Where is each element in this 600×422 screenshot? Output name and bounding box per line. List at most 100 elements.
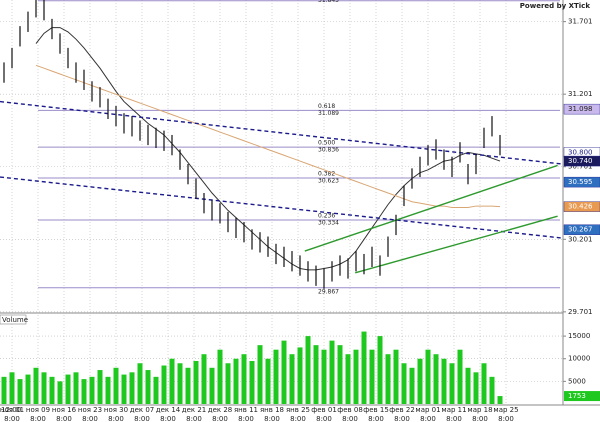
y-tick-label: 29.701 (568, 308, 593, 316)
x-time-label: 8:00 (186, 415, 202, 422)
volume-bar (73, 372, 79, 404)
volume-bar (465, 367, 471, 404)
volume-bar (385, 354, 391, 404)
volume-bar (105, 376, 111, 404)
volume-bar (129, 372, 135, 404)
volume-bar (273, 349, 279, 404)
volume-bar (433, 354, 439, 404)
volume-bar (185, 367, 191, 404)
price-marker-box (563, 103, 600, 115)
volume-bar (321, 349, 327, 404)
price-marker-box (563, 224, 600, 235)
volume-bar (41, 372, 47, 404)
fib-ratio: 0.382 (318, 171, 335, 178)
volume-bar (417, 358, 423, 404)
volume-bar (313, 345, 319, 404)
volume-bar (25, 374, 31, 404)
y-tick-label: 10000 (568, 355, 590, 363)
fib-price: 30.623 (318, 178, 339, 185)
x-tick-label: дек 21 (182, 406, 207, 414)
x-tick-label: ноя 16 (52, 406, 77, 414)
fib-ratio: 0.236 (318, 212, 335, 219)
volume-bar (409, 367, 415, 404)
x-tick-label: дек 28 (208, 406, 233, 414)
fib-ratio: 0.500 (318, 140, 335, 147)
volume-bar (9, 372, 15, 404)
volume-bar (169, 358, 175, 404)
volume-bar (1, 376, 7, 404)
x-time-label: 8:00 (108, 415, 124, 422)
x-tick-label: янв 11 (234, 406, 258, 414)
x-time-label: 8:00 (160, 415, 176, 422)
volume-bar (81, 379, 87, 404)
volume-bar (65, 374, 71, 404)
x-time-label: 8:00 (264, 415, 280, 422)
volume-bar (145, 370, 151, 404)
price-marker-box (563, 155, 600, 167)
volume-bar (161, 365, 167, 404)
x-time-label: 8:00 (446, 415, 462, 422)
price-marker-label: 30.800 (568, 148, 593, 156)
x-tick-label: мар 01 (415, 406, 440, 414)
x-time-label: 8:00 (498, 415, 514, 422)
x-tick-label: фев 15 (363, 406, 389, 414)
volume-bar (265, 358, 271, 404)
price-marker-box (563, 201, 600, 212)
trend-line (304, 164, 558, 252)
fib-price: 31.845 (318, 0, 339, 4)
volume-bar (217, 349, 223, 404)
x-time-label: 8:00 (316, 415, 332, 422)
x-time-label: 8:00 (4, 415, 20, 422)
volume-bar (305, 336, 311, 404)
volume-bar (281, 340, 287, 404)
x-tick-label: фев 01 (311, 406, 337, 414)
fib-price: 31.089 (318, 110, 339, 117)
volume-bar (97, 370, 103, 404)
trend-line (355, 215, 558, 274)
moving-average (35, 64, 501, 209)
x-time-label: 8:00 (420, 415, 436, 422)
price-marker-label: 31.098 (568, 105, 593, 113)
x-time-label: 8:00 (134, 415, 150, 422)
volume-bar (249, 361, 255, 404)
volume-bar (481, 363, 487, 404)
trend-line (0, 100, 562, 165)
x-time-label: 8:00 (472, 415, 488, 422)
volume-bar (329, 340, 335, 404)
volume-bar (89, 376, 95, 404)
volume-bar (233, 358, 239, 404)
volume-bar (497, 396, 503, 404)
x-tick-label: мар 18 (467, 406, 492, 414)
x-tick-label: ноя 01 (0, 406, 24, 414)
volume-bar (177, 363, 183, 404)
x-time-label: 8:00 (342, 415, 358, 422)
volume-bar (193, 361, 199, 404)
x-time-label: 8:00 (212, 415, 228, 422)
volume-bar (289, 354, 295, 404)
volume-bar (401, 363, 407, 404)
y-tick-label: 31.701 (568, 18, 593, 26)
x-time-label: 8:00 (56, 415, 72, 422)
price-marker-label: 30.426 (568, 203, 593, 211)
volume-bar (137, 363, 143, 404)
start-label: 12:00 (1, 406, 21, 414)
volume-bar (449, 363, 455, 404)
volume-bar (473, 372, 479, 404)
fib-price: 30.836 (318, 147, 339, 154)
volume-bar (457, 349, 463, 404)
volume-marker: 1753 (568, 392, 586, 400)
x-time-label: 8:00 (30, 415, 46, 422)
volume-bar (393, 349, 399, 404)
x-tick-label: фев 22 (389, 406, 415, 414)
x-time-label: 8:00 (394, 415, 410, 422)
price-marker-label: 30.740 (568, 157, 593, 165)
volume-bar (337, 345, 343, 404)
volume-title-box (0, 314, 27, 325)
y-tick-label: 30.201 (568, 235, 593, 243)
volume-bar (241, 354, 247, 404)
x-tick-label: мар 11 (441, 406, 466, 414)
volume-bar (33, 367, 39, 404)
price-marker-label: 30.267 (568, 226, 593, 234)
volume-bar (369, 349, 375, 404)
volume-bar (113, 367, 119, 404)
